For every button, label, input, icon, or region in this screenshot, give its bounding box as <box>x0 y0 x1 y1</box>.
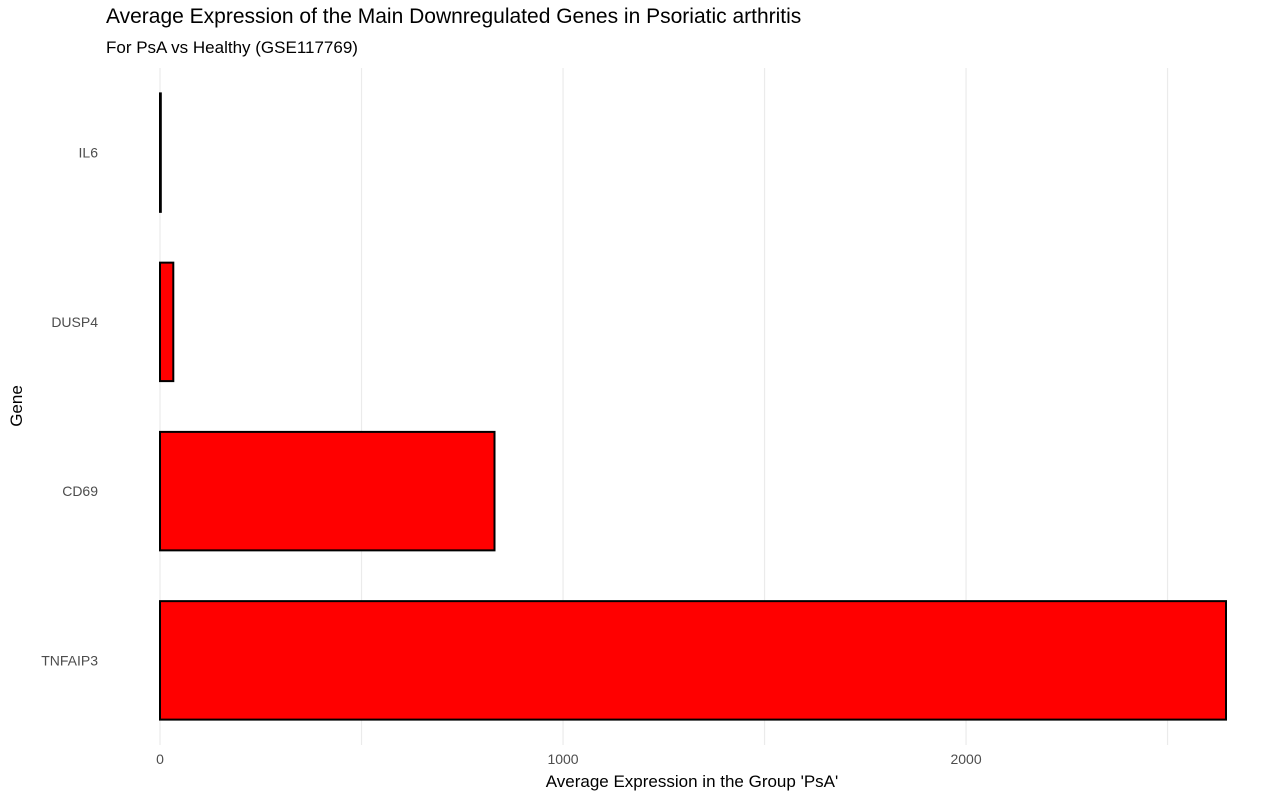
chart-subtitle: For PsA vs Healthy (GSE117769) <box>106 38 358 57</box>
bar-cd69 <box>159 430 496 552</box>
x-axis-title: Average Expression in the Group 'PsA' <box>546 772 839 791</box>
y-tick-label: TNFAIP3 <box>41 652 98 668</box>
x-tick-label: 1000 <box>547 751 578 767</box>
y-axis-title: Gene <box>7 385 26 427</box>
x-tick-labels: 0 1000 2000 <box>156 751 982 767</box>
chart-title: Average Expression of the Main Downregul… <box>106 5 802 28</box>
x-tick-label: 2000 <box>950 751 981 767</box>
bar-dusp4 <box>159 261 175 383</box>
y-tick-label: CD69 <box>62 483 98 499</box>
y-tick-label: IL6 <box>79 145 99 161</box>
bar-il6 <box>159 92 162 213</box>
bar-tnfaip3 <box>159 600 1227 721</box>
x-tick-label: 0 <box>156 751 164 767</box>
y-tick-labels: IL6 DUSP4 CD69 TNFAIP3 <box>41 145 98 669</box>
y-tick-label: DUSP4 <box>51 314 98 330</box>
bars <box>159 92 1227 721</box>
